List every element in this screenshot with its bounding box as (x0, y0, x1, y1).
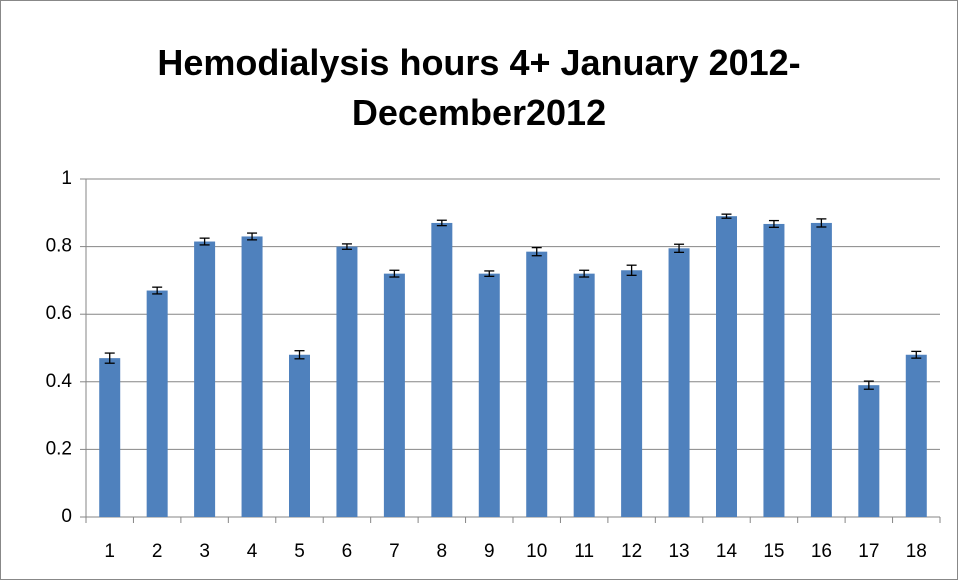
bar (241, 236, 263, 517)
bar (146, 290, 168, 517)
x-tick-label: 12 (621, 541, 642, 562)
x-tick-label: 14 (716, 541, 738, 562)
x-tick-label: 5 (294, 541, 305, 562)
x-tick-label: 10 (526, 541, 547, 562)
bar (810, 222, 832, 517)
y-tick-label: 0 (61, 506, 72, 527)
bar (383, 273, 405, 517)
bar (668, 248, 690, 518)
bar (289, 354, 310, 517)
x-tick-label: 16 (811, 541, 832, 562)
bar (478, 273, 500, 517)
bar (336, 246, 358, 517)
bar (716, 216, 737, 517)
chart-title: Hemodialysis hours 4+ January 2012-Decem… (157, 42, 801, 133)
bar (621, 270, 643, 517)
x-tick-label: 17 (858, 541, 879, 562)
x-tick-label: 6 (342, 541, 353, 562)
bar (573, 273, 595, 517)
y-tick-label: 0.8 (46, 236, 72, 257)
x-tick-label: 15 (763, 541, 784, 562)
x-tick-label: 3 (199, 541, 210, 562)
x-tick-label: 2 (152, 541, 163, 562)
x-tick-label: 8 (437, 541, 448, 562)
x-tick-label: 13 (668, 541, 689, 562)
x-tick-label: 18 (906, 541, 927, 562)
y-tick-label: 0.2 (46, 438, 72, 459)
bar (526, 251, 548, 518)
x-tick-label: 7 (389, 541, 400, 562)
bar (99, 358, 121, 517)
x-tick-label: 4 (247, 541, 258, 562)
x-tick-label: 9 (484, 541, 495, 562)
bar (763, 223, 785, 518)
bar (431, 222, 453, 517)
y-tick-label: 1 (61, 168, 72, 189)
x-tick-label: 1 (104, 541, 115, 562)
bar (194, 241, 216, 517)
y-tick-label: 0.6 (46, 303, 72, 324)
bar (905, 354, 927, 517)
x-tick-label: 11 (574, 541, 594, 562)
y-tick-label: 0.4 (46, 371, 73, 392)
bar (858, 385, 880, 517)
